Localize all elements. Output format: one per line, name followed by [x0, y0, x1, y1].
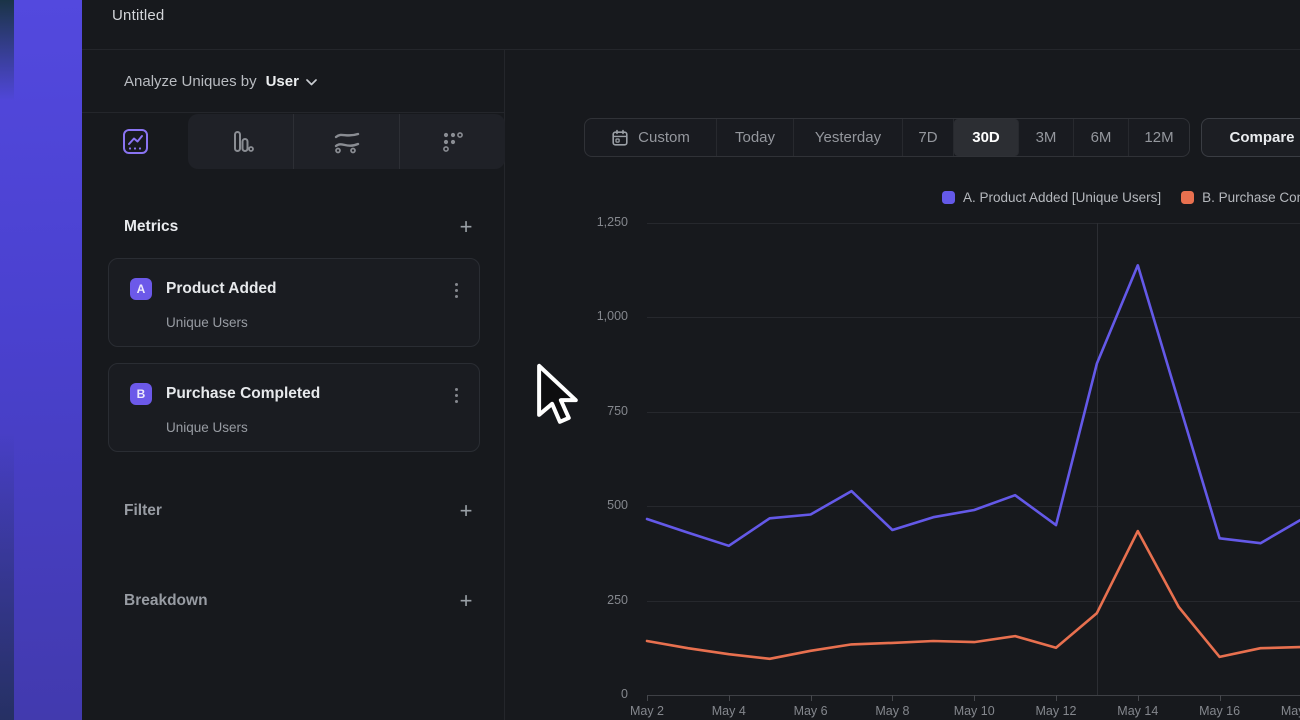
- chevron-down-icon: [306, 78, 317, 85]
- top-bar: Untitled: [82, 0, 1300, 50]
- bar-chart-icon: [233, 130, 254, 152]
- range-today[interactable]: Today: [717, 119, 794, 156]
- series-line-a: [645, 263, 1300, 548]
- x-axis-tick-label: May 4: [711, 704, 746, 718]
- x-axis-tick-label: May 8: [875, 704, 910, 718]
- x-axis-tick-label: May 6: [793, 704, 828, 718]
- range-3m[interactable]: 3M: [1019, 119, 1074, 156]
- chart-legend: A. Product Added [Unique Users] B. Purch…: [942, 190, 1300, 205]
- range-custom[interactable]: Custom: [585, 119, 717, 156]
- decorative-gradient-strip: [0, 0, 82, 720]
- date-range-picker: Custom Today Yesterday 7D 30D 3M 6M 12M: [584, 118, 1190, 157]
- legend-item-b[interactable]: B. Purchase Completed [Unique Users]: [1181, 190, 1300, 205]
- x-axis-tick-label: May 10: [953, 704, 995, 718]
- x-axis-tick: [892, 695, 894, 701]
- range-7d[interactable]: 7D: [903, 119, 954, 156]
- y-axis-tick-label: 0: [621, 687, 628, 701]
- x-axis-tick-label: May 18: [1280, 704, 1300, 718]
- range-6m[interactable]: 6M: [1074, 119, 1129, 156]
- y-axis-tick-label: 750: [607, 403, 628, 418]
- metric-menu-icon[interactable]: [447, 281, 465, 301]
- y-axis-tick-label: 1,250: [596, 215, 628, 229]
- legend-swatch-orange: [1181, 191, 1195, 204]
- series-line-b: [645, 529, 1300, 661]
- compare-button[interactable]: Compare: [1201, 118, 1300, 157]
- tab-flow-chart[interactable]: [293, 114, 399, 169]
- x-axis-tick: [810, 695, 812, 701]
- y-gridline: [647, 600, 1300, 602]
- range-yesterday[interactable]: Yesterday: [794, 119, 903, 156]
- y-gridline: [647, 411, 1300, 413]
- x-axis-tick: [1056, 695, 1057, 701]
- range-12m[interactable]: 12M: [1144, 129, 1174, 146]
- x-axis-tick-label: May 2: [629, 704, 665, 718]
- legend-label: A. Product Added [Unique Users]: [963, 190, 1162, 205]
- metric-badge-a: A: [130, 278, 152, 300]
- analyze-by-row: Analyze Uniques by User: [82, 50, 504, 113]
- analyze-by-dropdown[interactable]: User: [266, 73, 317, 90]
- legend-item-a[interactable]: A. Product Added [Unique Users]: [942, 190, 1161, 205]
- breakdown-header: Breakdown: [124, 592, 208, 609]
- metric-title: Purchase Completed: [166, 385, 321, 402]
- metric-card-b[interactable]: B Purchase Completed Unique Users: [108, 363, 480, 452]
- legend-label: B. Purchase Completed [Unique Users]: [1202, 190, 1300, 205]
- analyze-by-label: Analyze Uniques by: [124, 72, 257, 90]
- y-axis-tick-label: 250: [607, 592, 628, 607]
- x-axis-tick: [974, 695, 976, 701]
- x-axis-line: [647, 695, 1300, 696]
- tab-line-chart[interactable]: [82, 113, 188, 169]
- add-metric-button[interactable]: +: [459, 214, 473, 239]
- add-filter-button[interactable]: +: [459, 498, 473, 523]
- x-axis-tick-label: May 14: [1117, 704, 1159, 718]
- metric-menu-icon[interactable]: [447, 386, 465, 406]
- metric-card-a[interactable]: A Product Added Unique Users: [108, 258, 480, 347]
- x-axis-tick: [1219, 695, 1221, 701]
- metrics-header-row: Metrics +: [82, 210, 504, 244]
- metric-badge-b: B: [130, 383, 152, 405]
- x-gridline: [1096, 223, 1098, 695]
- breakdown-row: Breakdown +: [82, 584, 504, 618]
- add-breakdown-button[interactable]: +: [459, 588, 473, 613]
- flow-chart-icon: [334, 132, 359, 153]
- y-axis-tick-label: 1,000: [596, 309, 628, 324]
- calendar-icon: [612, 129, 628, 146]
- line-chart-icon: [122, 128, 148, 154]
- tab-grid-chart[interactable]: [399, 114, 505, 169]
- y-gridline: [647, 317, 1300, 319]
- y-gridline: [647, 506, 1300, 508]
- legend-swatch-purple: [942, 191, 955, 204]
- filter-header: Filter: [124, 502, 162, 519]
- y-gridline: [647, 223, 1300, 224]
- x-axis-tick: [728, 695, 730, 701]
- range-label: Custom: [638, 129, 690, 146]
- report-title: Untitled: [112, 7, 165, 24]
- filter-row: Filter +: [82, 494, 504, 528]
- metric-title: Product Added: [166, 280, 277, 297]
- y-axis-tick-label: 500: [607, 498, 628, 513]
- chart-type-tab-group: [188, 114, 505, 169]
- query-builder-panel: Analyze Uniques by User: [82, 50, 505, 720]
- analyze-by-value: User: [265, 72, 299, 90]
- chart-plot: [645, 263, 1300, 661]
- x-axis-tick: [647, 695, 648, 701]
- metric-subtitle: Unique Users: [166, 420, 248, 435]
- chart-type-tabs: [82, 113, 505, 169]
- range-30d[interactable]: 30D: [954, 119, 1019, 156]
- metrics-header: Metrics: [124, 218, 179, 235]
- metric-subtitle: Unique Users: [166, 315, 248, 330]
- x-axis-tick-label: May 16: [1199, 704, 1241, 718]
- grid-chart-icon: [442, 131, 463, 152]
- x-axis-tick-label: May 12: [1035, 704, 1077, 718]
- x-axis-tick: [1137, 695, 1139, 701]
- tab-bar-chart[interactable]: [188, 114, 293, 169]
